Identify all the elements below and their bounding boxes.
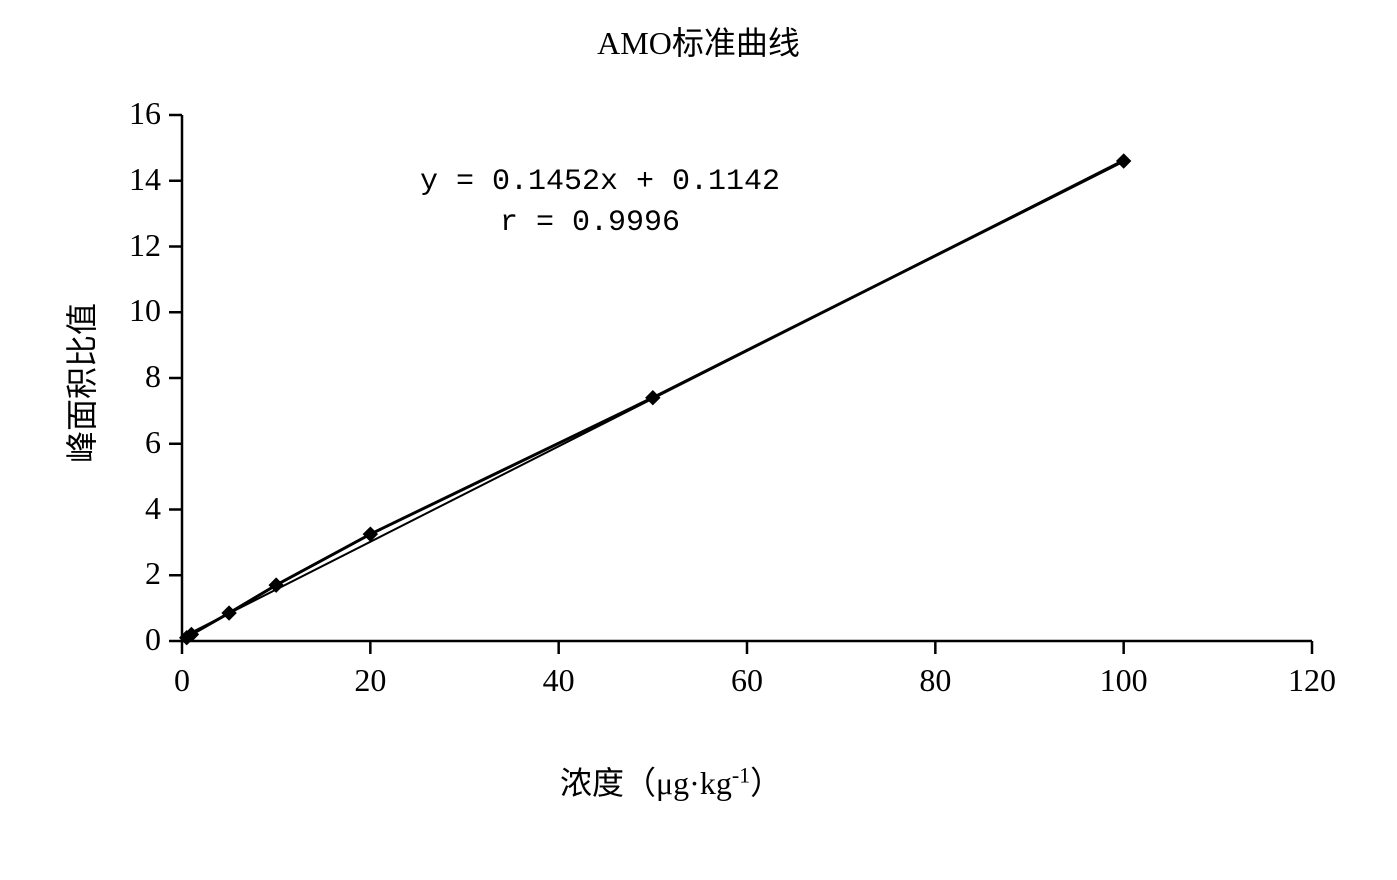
chart-svg [0, 0, 1397, 880]
x-tick-label: 20 [346, 662, 394, 699]
y-tick-label: 12 [129, 227, 161, 264]
y-tick-label: 6 [145, 424, 161, 461]
x-tick-label: 120 [1288, 662, 1336, 699]
y-tick-label: 8 [145, 358, 161, 395]
x-tick-label: 40 [535, 662, 583, 699]
x-tick-label: 80 [911, 662, 959, 699]
x-tick-label: 100 [1100, 662, 1148, 699]
y-tick-label: 10 [129, 292, 161, 329]
y-tick-label: 2 [145, 555, 161, 592]
y-tick-label: 0 [145, 621, 161, 658]
x-tick-label: 60 [723, 662, 771, 699]
chart-container: AMO标准曲线 峰面积比值 浓度（μg·kg-1） y = 0.1452x + … [0, 0, 1397, 880]
y-tick-label: 4 [145, 490, 161, 527]
x-tick-label: 0 [158, 662, 206, 699]
y-tick-label: 16 [129, 95, 161, 132]
y-tick-label: 14 [129, 161, 161, 198]
